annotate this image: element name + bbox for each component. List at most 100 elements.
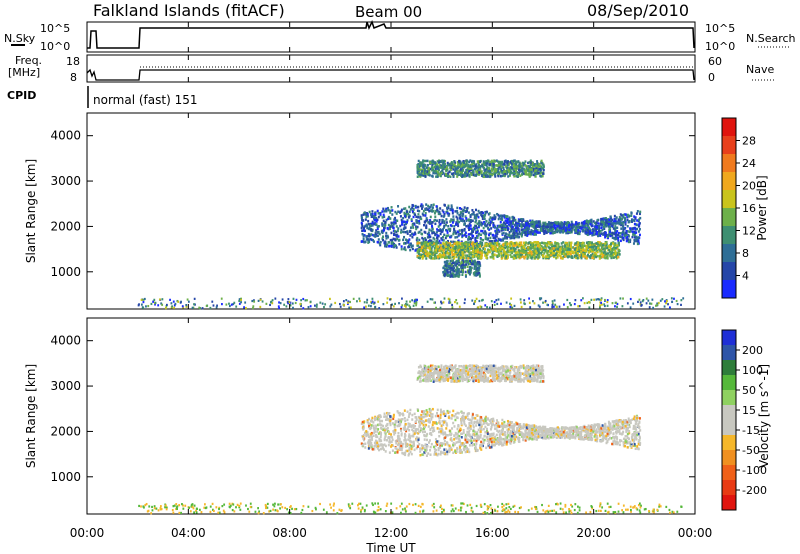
data-cell: [588, 306, 591, 309]
data-cell: [426, 243, 429, 246]
data-cell: [606, 300, 609, 304]
data-cell: [552, 247, 555, 250]
data-cell: [400, 210, 403, 213]
data-cell: [474, 220, 477, 224]
data-cell: [563, 252, 566, 256]
data-cell: [498, 247, 501, 250]
data-cell: [512, 235, 515, 238]
data-cell: [601, 218, 604, 222]
data-cell: [534, 164, 537, 167]
data-cell: [561, 252, 564, 256]
data-cell: [478, 255, 481, 258]
data-cell: [543, 252, 546, 255]
data-cell: [460, 262, 463, 266]
data-cell: [436, 234, 439, 237]
data-cell: [412, 304, 415, 307]
data-cell: [617, 241, 620, 245]
data-cell: [568, 247, 571, 251]
data-cell: [364, 212, 367, 216]
data-cell: [497, 298, 500, 301]
data-cell: [432, 162, 435, 166]
data-cell: [540, 251, 543, 255]
data-cell: [365, 223, 368, 226]
data-cell: [535, 169, 538, 172]
data-cell: [407, 212, 410, 216]
data-cell: [417, 159, 420, 163]
data-cell: [629, 230, 632, 233]
data-cell: [416, 244, 419, 247]
data-cell: [529, 163, 532, 167]
data-cell: [455, 244, 458, 247]
data-cell: [382, 235, 385, 238]
data-cell: [142, 306, 145, 309]
station-title: Falkland Islands (fitACF): [93, 1, 285, 20]
data-cell: [424, 169, 427, 172]
nsky-tick-top: 10^5: [40, 22, 70, 35]
data-cell: [505, 254, 508, 257]
data-cell: [492, 163, 495, 166]
data-cell: [187, 300, 190, 303]
data-cell: [448, 301, 451, 304]
data-cell: [366, 214, 369, 218]
data-cell: [400, 245, 403, 248]
data-cell: [243, 306, 245, 309]
data-cell: [389, 211, 392, 214]
data-cell: [505, 256, 508, 259]
data-cell: [491, 167, 494, 170]
data-cell: [416, 163, 419, 167]
data-cell: [550, 250, 553, 253]
data-cell: [199, 307, 202, 310]
data-cell: [330, 303, 333, 306]
data-cell: [416, 298, 419, 301]
data-cell: [425, 241, 428, 244]
data-cell: [411, 232, 414, 236]
data-cell: [553, 248, 556, 252]
data-cell: [385, 245, 388, 248]
data-cell: [524, 173, 527, 176]
data-cell: [463, 233, 466, 237]
data-cell: [409, 248, 412, 252]
data-cell: [279, 302, 282, 305]
data-cell: [625, 229, 628, 233]
data-cell: [446, 270, 449, 274]
data-cell: [461, 273, 464, 276]
data-cell: [534, 243, 537, 247]
data-cell: [615, 231, 618, 234]
data-cell: [476, 241, 479, 245]
data-cell: [433, 242, 436, 245]
data-cell: [411, 247, 414, 251]
data-cell: [436, 208, 439, 212]
data-cell: [368, 238, 371, 241]
data-cell: [474, 246, 477, 250]
data-cell: [542, 165, 545, 168]
data-cell: [194, 303, 196, 306]
data-cell: [433, 301, 436, 304]
data-cell: [513, 241, 516, 245]
nsearch-tick-bottom: 10^0: [705, 40, 735, 53]
data-cell: [468, 259, 471, 263]
data-cell: [583, 244, 586, 248]
data-cell: [457, 248, 460, 251]
data-cell: [476, 229, 479, 233]
data-cell: [456, 173, 459, 177]
data-cell: [518, 230, 521, 234]
data-cell: [420, 249, 423, 253]
data-cell: [576, 250, 579, 253]
data-cell: [449, 270, 452, 274]
data-cell: [377, 225, 380, 228]
data-cell: [675, 299, 678, 303]
data-cell: [394, 219, 397, 222]
data-cell: [602, 254, 605, 257]
data-cell: [473, 160, 476, 163]
data-cell: [300, 299, 303, 302]
data-cell: [461, 247, 464, 250]
data-cell: [201, 307, 204, 310]
data-cell: [491, 254, 494, 258]
data-cell: [504, 236, 507, 239]
data-cell: [524, 231, 527, 234]
data-cell: [454, 300, 456, 304]
data-cell: [511, 163, 514, 166]
data-cell: [508, 173, 511, 176]
data-cell: [430, 253, 433, 256]
data-cell: [495, 235, 498, 238]
